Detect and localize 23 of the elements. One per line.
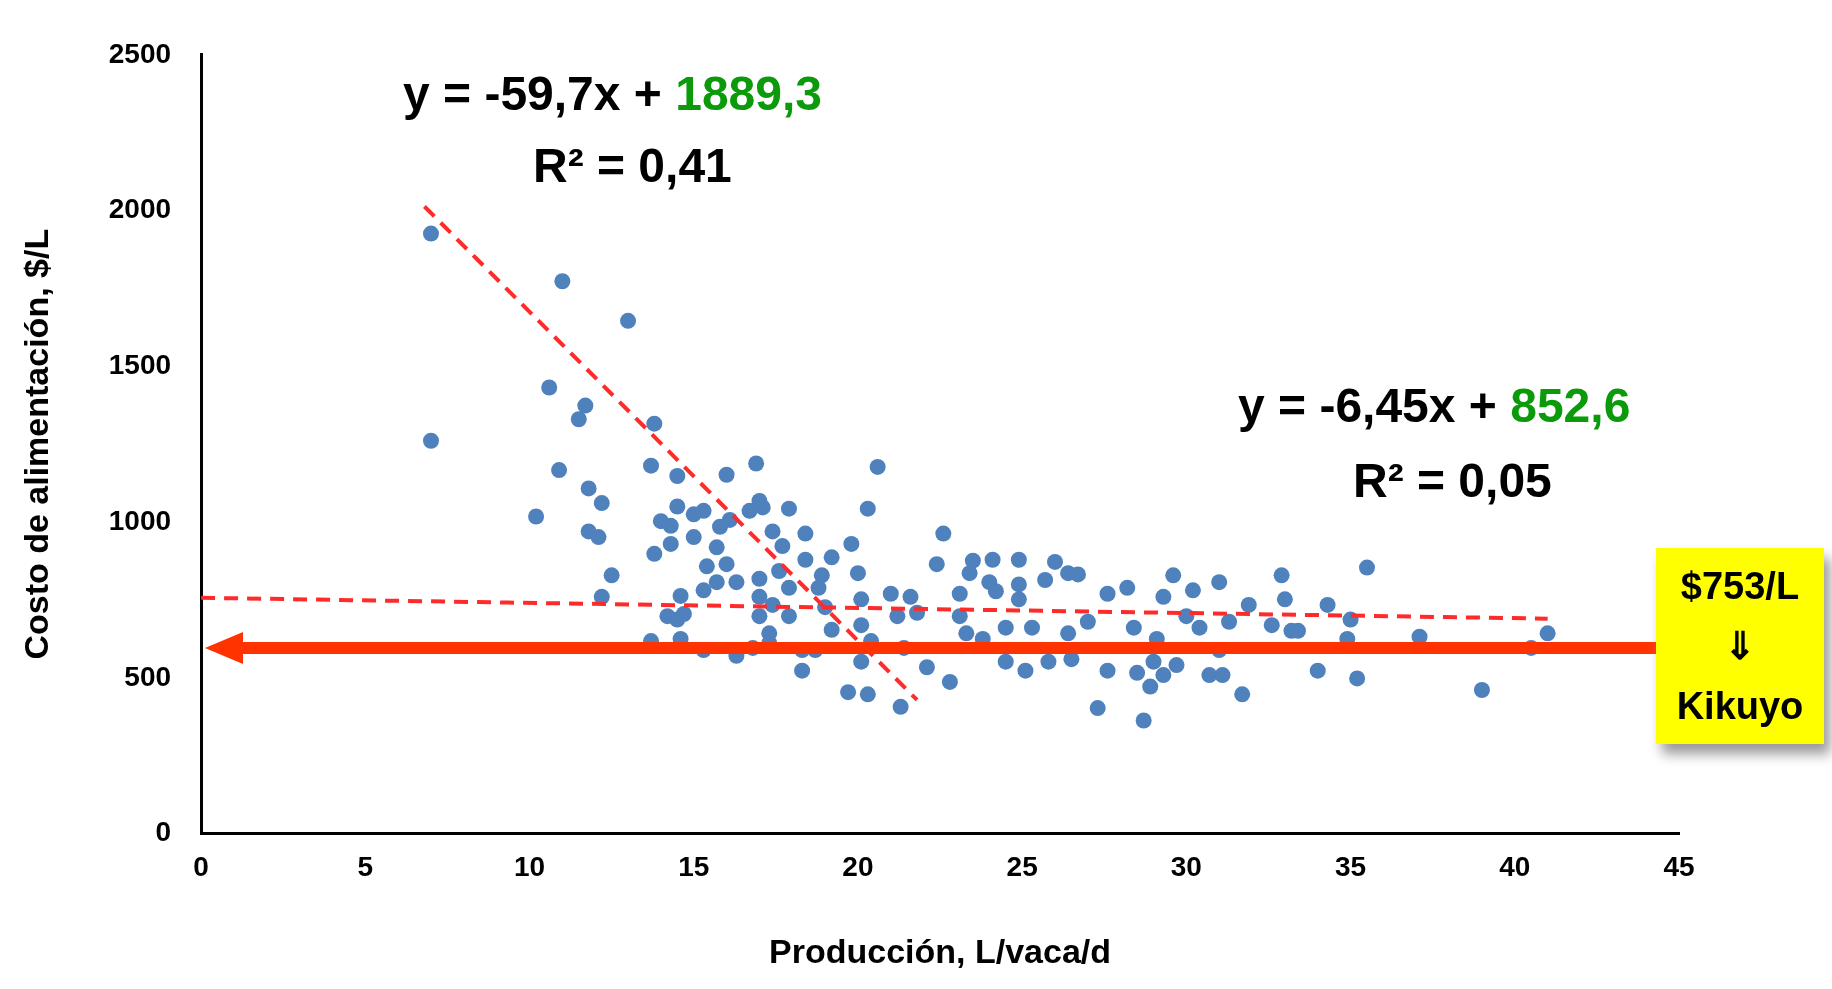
x-tick-label: 25 — [1006, 851, 1038, 883]
annotation: R² = 0,05 — [1353, 454, 1552, 507]
y-axis-title: Costo de alimentación, $/L — [16, 228, 55, 660]
annotation: R² = 0,41 — [533, 139, 732, 192]
y-tick-label: 500 — [124, 660, 172, 692]
y-tick-label: 1500 — [108, 349, 172, 381]
x-tick-label: 5 — [357, 851, 374, 883]
x-tick-label: 45 — [1663, 851, 1695, 883]
x-tick-label: 15 — [678, 851, 710, 883]
y-tick-label: 1000 — [108, 504, 172, 536]
x-tick-label: 10 — [513, 851, 546, 883]
annotation: y = -6,45x + 852,6 — [1238, 379, 1631, 432]
x-axis-title: Producción, L/vaca/d — [769, 931, 1112, 970]
y-tick-label: 2000 — [108, 193, 172, 225]
y-tick-label: 0 — [155, 816, 172, 848]
x-tick-label: 20 — [842, 851, 874, 883]
annotation: y = -59,7x + 1889,3 — [403, 67, 823, 120]
x-tick-label: 40 — [1499, 851, 1531, 883]
x-tick-label: 35 — [1335, 851, 1367, 883]
ref-line-label: $753/L ⇓ Kikuyo — [1656, 548, 1824, 744]
x-tick-label: 0 — [193, 851, 209, 883]
y-tick-label: 2500 — [108, 37, 172, 69]
x-tick-label: 30 — [1170, 851, 1202, 883]
